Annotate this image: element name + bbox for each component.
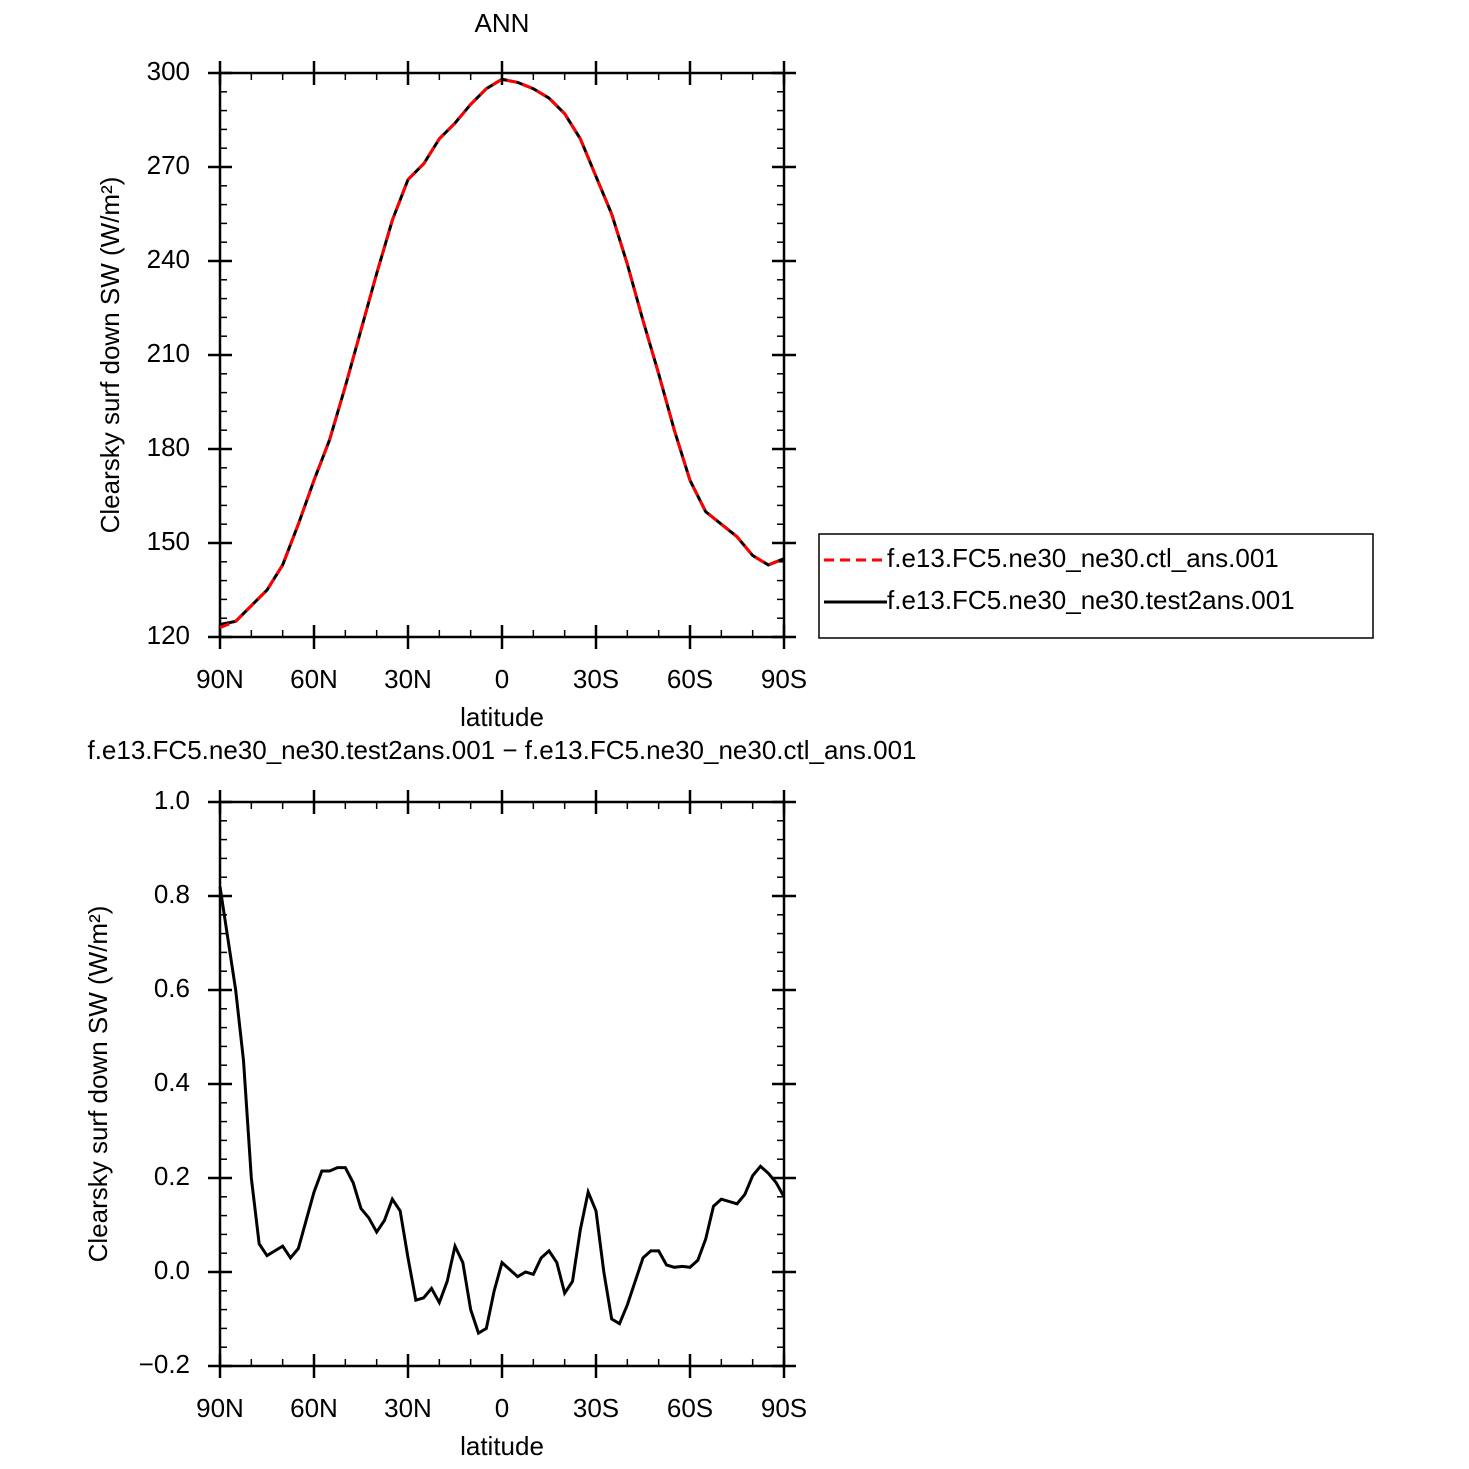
x-tick-label: 60N [290,1393,338,1423]
y-tick-label: 180 [147,432,190,462]
x-tick-label: 60N [290,664,338,694]
y-tick-label: −0.2 [139,1349,190,1379]
x-tick-label: 90N [196,664,244,694]
y-tick-label: 0.6 [154,973,190,1003]
y-axis-label: Clearsky surf down SW (W/m²) [95,177,125,534]
y-tick-label: 240 [147,244,190,274]
x-tick-label: 30S [573,664,619,694]
y-tick-label: 0.8 [154,879,190,909]
y-axis-label: Clearsky surf down SW (W/m²) [83,906,113,1263]
chart-title: ANN [475,8,530,38]
x-tick-label: 30S [573,1393,619,1423]
y-tick-label: 120 [147,620,190,650]
data-line [219,77,785,626]
y-tick-label: 210 [147,338,190,368]
y-tick-label: 300 [147,56,190,86]
y-tick-label: 0.0 [154,1255,190,1285]
x-tick-label: 90N [196,1393,244,1423]
x-tick-label: 60S [667,1393,713,1423]
x-tick-label: 90S [761,664,807,694]
legend-label: f.e13.FC5.ne30_ne30.test2ans.001 [887,585,1295,615]
x-tick-label: 0 [495,664,509,694]
y-tick-label: 0.4 [154,1067,190,1097]
x-tick-label: 30N [384,1393,432,1423]
y-tick-label: 150 [147,526,190,556]
x-axis-label: latitude [460,702,544,732]
plot-frame [218,71,786,639]
x-axis-label: latitude [460,1431,544,1461]
chart-title: f.e13.FC5.ne30_ne30.test2ans.001 − f.e13… [87,735,916,765]
x-tick-label: 0 [495,1393,509,1423]
y-tick-label: 0.2 [154,1161,190,1191]
x-tick-label: 30N [384,664,432,694]
legend-label: f.e13.FC5.ne30_ne30.ctl_ans.001 [887,543,1279,573]
y-tick-label: 270 [147,150,190,180]
plot-frame [218,800,786,1368]
x-tick-label: 90S [761,1393,807,1423]
x-tick-label: 60S [667,664,713,694]
data-line [218,886,786,1336]
data-line [219,77,785,629]
y-tick-label: 1.0 [154,785,190,815]
legend-box [818,533,1374,639]
